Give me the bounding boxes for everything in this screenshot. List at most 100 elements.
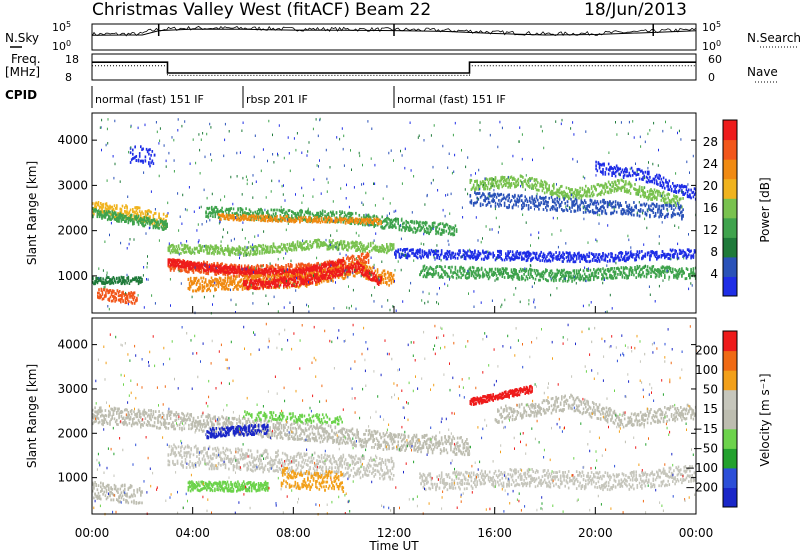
power-colorbar-swatch-6 [723,159,737,180]
power-band-morning-2 [217,213,382,226]
velocity-colorbar-tick-6: −100 [685,461,718,475]
power-band-night [419,264,697,283]
time-tick-3: 12:00 [377,526,412,540]
power-panel: 1000 2000 3000 4000 Slant Range [km] 28 24 20… [25,112,772,315]
nsky-tick-bottom: 100 [52,39,71,53]
power-y-tick-1: 2000 [57,224,88,238]
nave-line [92,65,696,76]
velocity-colorbar-label: Velocity [m s⁻¹] [758,373,772,466]
date-title: 18/Jun/2013 [584,0,687,20]
velocity-colorbar-tick-5: −50 [693,441,718,455]
velocity-colorbar-tick-2: 50 [703,383,718,397]
cpid-segment-0: normal (fast) 151 IF [95,93,204,106]
power-colorbar-swatch-2 [723,237,737,258]
nsky-panel: N.Sky 105 100 105 100 N.Search [5,20,800,53]
time-tick-4: 16:00 [477,526,512,540]
velocity-y-tick-2: 3000 [57,382,88,396]
nsearch-tick-top: 105 [702,20,721,34]
velocity-ylabel: Slant Range [km] [25,364,39,468]
velocity-colorbar-tick-3: 15 [703,402,718,416]
power-colorbar-label: Power [dB] [758,177,772,242]
freq-tick-top: 18 [65,53,79,66]
cpid-segment-1: rbsp 201 IF [246,93,308,106]
freq-frame [91,53,697,81]
freq-label: Freq. [11,52,41,66]
velocity-colorbar-swatch-1 [723,467,737,488]
vel-band-grey-1 [92,406,470,457]
velocity-y-tick-0: 1000 [57,471,88,485]
power-band-near [97,287,138,305]
nsearch-tick-bottom: 100 [702,39,721,53]
time-tick-5: 20:00 [578,526,613,540]
power-colorbar-tick-3: 16 [703,201,718,215]
nsky-trend-line [91,28,697,36]
vel-band-grey-evening [494,393,697,429]
freq-tick-bottom: 8 [65,71,72,84]
power-colorbar-tick-6: 4 [710,267,718,281]
power-colorbar-swatch-7 [723,139,737,160]
nave-tick-bottom: 0 [708,71,715,84]
cpid-segment-2: normal (fast) 151 IF [397,93,506,106]
freq-panel: Freq. [MHz] 18 8 60 0 Nave [5,52,778,84]
time-tick-1: 04:00 [175,526,210,540]
vel-band-blue [205,423,269,440]
power-band-late [595,160,697,201]
power-colorbar-tick-1: 24 [703,157,718,171]
velocity-colorbar-tick-1: 100 [695,363,718,377]
velocity-y-tick-1: 2000 [57,426,88,440]
power-y-tick-2: 3000 [57,178,88,192]
velocity-colorbar-swatch-6 [723,370,737,391]
velocity-colorbar-swatch-5 [723,389,737,410]
power-colorbar-tick-5: 8 [710,245,718,259]
power-colorbar-swatch-5 [723,178,737,199]
nave-tick-top: 60 [708,53,722,66]
time-tick-2: 08:00 [276,526,311,540]
cpid-label: CPID [5,88,37,102]
velocity-panel: 1000 2000 3000 4000 00:00 04:00 08:00 12:00 16:… [25,306,772,553]
power-colorbar-swatch-4 [723,198,737,219]
power-y-tick-3: 4000 [57,133,88,147]
nsky-label: N.Sky [5,31,39,45]
nave-label: Nave [747,65,778,79]
power-colorbar-tick-2: 20 [703,179,718,193]
velocity-colorbar-tick-4: −15 [693,422,718,436]
velocity-colorbar-swatch-3 [723,428,737,449]
velocity-colorbar-swatch-2 [723,448,737,469]
power-colorbar-tick-0: 28 [703,135,718,149]
velocity-colorbar-swatch-0 [723,487,737,508]
vel-band-orange [280,466,345,493]
velocity-colorbar-swatch-7 [723,350,737,371]
power-band-evening [469,174,684,209]
freq-unit-label: [MHz] [5,65,40,79]
time-tick-0: 00:00 [75,526,110,540]
power-band-evening-2 [469,191,684,221]
station-title: Christmas Valley West (fitACF) [92,0,350,20]
beam-title: Beam 22 [355,0,431,20]
vel-band-grey-near [92,481,143,505]
velocity-colorbar-tick-7: −200 [685,480,718,494]
velocity-colorbar-swatch-4 [723,409,737,430]
velocity-colorbar-tick-0: 200 [695,344,718,358]
nsky-tick-top: 105 [52,20,71,34]
power-band-2-core [243,261,382,291]
cpid-panel: CPID normal (fast) 151 IF rbsp 201 IF norm… [5,86,506,108]
velocity-colorbar-swatch-8 [723,331,737,352]
vel-band-grey-2 [167,443,395,481]
power-colorbar-swatch-3 [723,217,737,238]
nsearch-label: N.Search [747,31,800,45]
time-tick-6: 00:00 [679,526,714,540]
power-ylabel: Slant Range [km] [25,161,39,265]
power-colorbar-swatch-1 [723,256,737,277]
power-colorbar-tick-4: 12 [703,223,718,237]
power-colorbar-swatch-0 [723,276,737,297]
power-colorbar-swatch-8 [723,120,737,141]
time-axis-label: Time UT [368,539,419,553]
velocity-y-tick-3: 4000 [57,338,88,352]
power-band-early-2 [92,207,168,231]
power-y-tick-0: 1000 [57,269,88,283]
power-band-3 [167,238,395,257]
vel-band-green [187,480,269,493]
freq-line [92,61,696,74]
vel-band-red [469,384,533,406]
